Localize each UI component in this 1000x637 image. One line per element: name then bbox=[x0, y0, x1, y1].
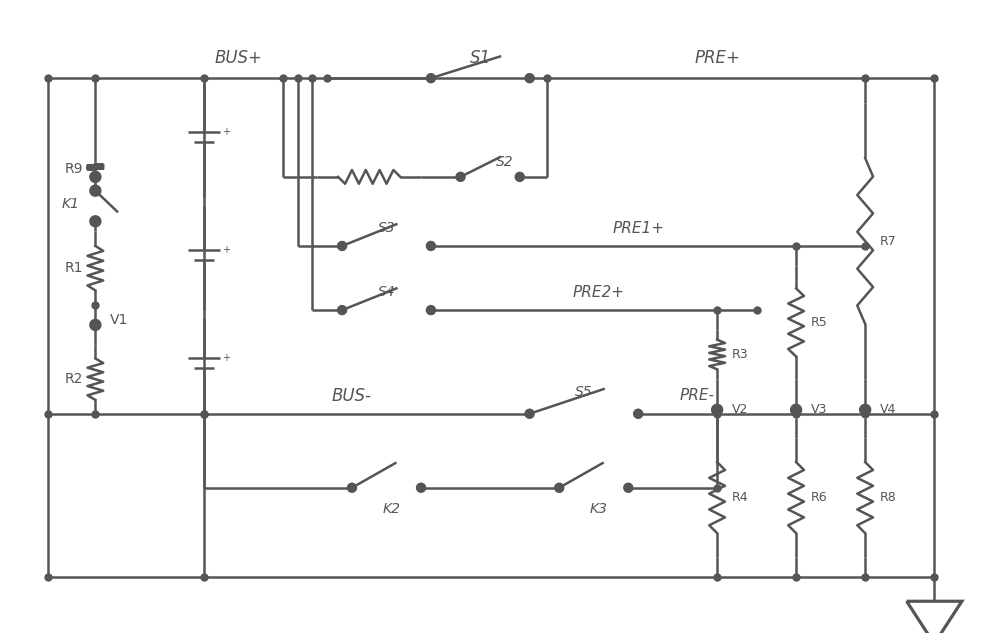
Circle shape bbox=[348, 484, 356, 492]
Text: S4: S4 bbox=[378, 285, 395, 299]
Text: PRE1+: PRE1+ bbox=[612, 220, 664, 236]
Circle shape bbox=[526, 75, 534, 82]
Text: R4: R4 bbox=[732, 491, 749, 504]
Text: S3: S3 bbox=[378, 221, 395, 235]
Text: K2: K2 bbox=[382, 503, 400, 517]
Text: PRE-: PRE- bbox=[680, 389, 715, 403]
Text: R9: R9 bbox=[64, 162, 83, 176]
Text: R5: R5 bbox=[811, 316, 828, 329]
Circle shape bbox=[417, 484, 425, 492]
Text: BUS-: BUS- bbox=[332, 387, 372, 405]
Text: V1: V1 bbox=[110, 313, 129, 327]
Text: S5: S5 bbox=[575, 385, 593, 399]
Circle shape bbox=[526, 410, 534, 418]
Text: +: + bbox=[222, 245, 230, 255]
Circle shape bbox=[427, 75, 435, 82]
Text: PRE+: PRE+ bbox=[694, 50, 740, 68]
Text: R6: R6 bbox=[811, 491, 828, 504]
Circle shape bbox=[90, 320, 100, 330]
Text: R8: R8 bbox=[880, 491, 897, 504]
Circle shape bbox=[712, 405, 722, 415]
Circle shape bbox=[634, 410, 642, 418]
Circle shape bbox=[791, 405, 801, 415]
Text: BUS+: BUS+ bbox=[215, 50, 262, 68]
Circle shape bbox=[338, 242, 346, 250]
Circle shape bbox=[90, 172, 100, 182]
Text: R2: R2 bbox=[64, 372, 83, 386]
Text: V4: V4 bbox=[880, 403, 896, 417]
Text: +: + bbox=[222, 127, 230, 137]
Text: V2: V2 bbox=[732, 403, 748, 417]
Text: PRE2+: PRE2+ bbox=[573, 285, 625, 300]
Text: V3: V3 bbox=[811, 403, 827, 417]
Circle shape bbox=[427, 242, 435, 250]
Text: K3: K3 bbox=[590, 503, 608, 517]
Text: R7: R7 bbox=[880, 234, 897, 248]
Circle shape bbox=[555, 484, 563, 492]
Circle shape bbox=[860, 405, 870, 415]
Text: +: + bbox=[222, 353, 230, 363]
Text: K1: K1 bbox=[62, 197, 80, 211]
Text: S2: S2 bbox=[496, 155, 514, 169]
Circle shape bbox=[457, 173, 464, 181]
Circle shape bbox=[90, 217, 100, 226]
Text: R1: R1 bbox=[64, 261, 83, 275]
Circle shape bbox=[427, 306, 435, 314]
Text: S1: S1 bbox=[470, 50, 491, 68]
Circle shape bbox=[624, 484, 632, 492]
Circle shape bbox=[338, 306, 346, 314]
Circle shape bbox=[516, 173, 524, 181]
Text: R3: R3 bbox=[732, 348, 749, 361]
Circle shape bbox=[90, 186, 100, 196]
